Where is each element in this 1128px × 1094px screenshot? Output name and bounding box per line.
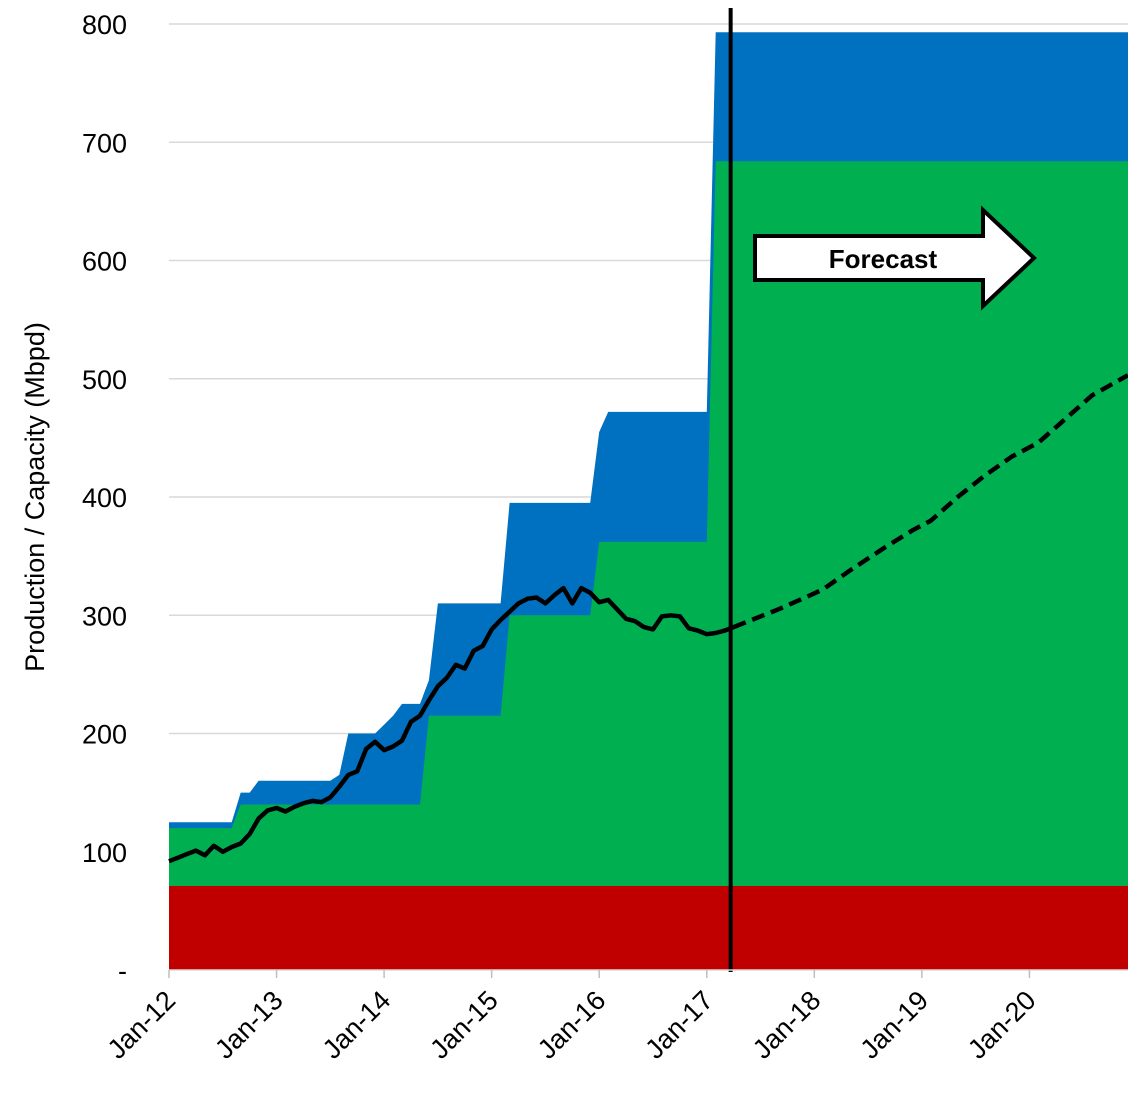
x-tick-label-Jan-20: Jan-20: [962, 985, 1042, 1065]
area-band-2: [169, 161, 1128, 970]
y-tick-label-100: 100: [82, 838, 127, 868]
x-tick-label-Jan-18: Jan-18: [747, 985, 827, 1065]
x-tick-label-Jan-13: Jan-13: [209, 985, 289, 1065]
y-tick-label-800: 800: [82, 10, 127, 40]
x-axis: Jan-12 Jan-13 Jan-14 Jan-15 Jan-16 Jan-17 Jan-…: [102, 969, 1128, 1065]
y-axis: - 100 200 300 400 500 600 700 800: [82, 10, 127, 986]
x-tick-label-Jan-16: Jan-16: [532, 985, 612, 1065]
x-tick-label-Jan-12: Jan-12: [102, 985, 182, 1065]
forecast-marker: Forecast: [728, 8, 1037, 972]
y-axis-label: Production / Capacity (Mbpd): [20, 322, 50, 672]
y-tick-label-0: -: [118, 956, 127, 986]
production-line-solid: [168, 585, 735, 864]
y-tick-label-600: 600: [82, 247, 127, 277]
production-line-dashed: [732, 373, 1128, 630]
y-tick-label-700: 700: [82, 128, 127, 158]
x-tick-label-Jan-14: Jan-14: [317, 985, 397, 1065]
forecast-arrow-icon: [753, 205, 1037, 311]
capacity-areas: [169, 32, 1128, 971]
x-tick-label-Jan-17: Jan-17: [639, 985, 719, 1065]
forecast-label: Forecast: [829, 244, 938, 274]
area-band-3: [169, 886, 1128, 970]
y-tick-label-300: 300: [82, 601, 127, 631]
x-tick-label-Jan-19: Jan-19: [855, 985, 935, 1065]
y-tick-label-500: 500: [82, 365, 127, 395]
x-tick-label-Jan-15: Jan-15: [424, 985, 504, 1065]
y-tick-label-200: 200: [82, 720, 127, 750]
y-tick-label-400: 400: [82, 483, 127, 513]
production-lines: [168, 373, 1128, 864]
